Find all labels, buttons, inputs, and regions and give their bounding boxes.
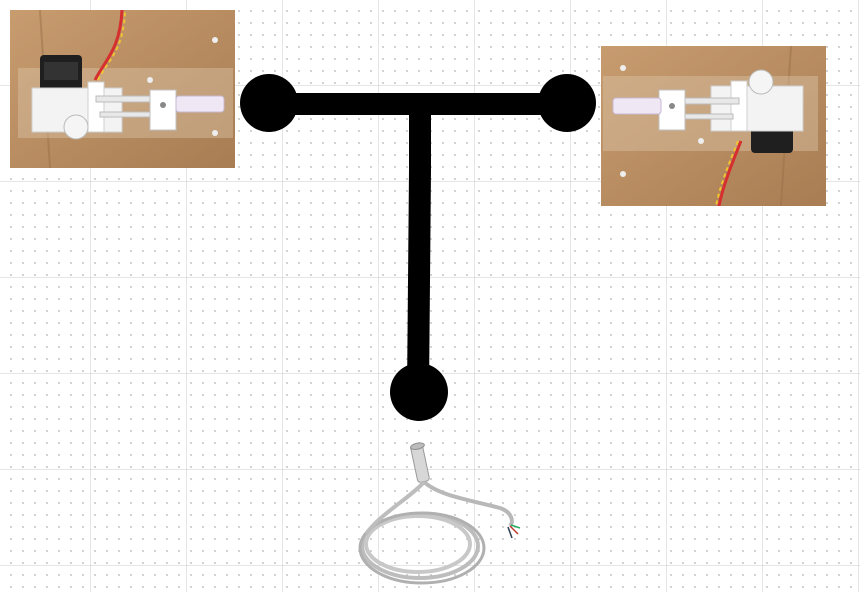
left-node xyxy=(240,74,298,132)
right-node xyxy=(538,74,596,132)
right-actuator-photo xyxy=(601,46,826,206)
vertical-connector-bar xyxy=(407,104,431,393)
linear-actuator-icon xyxy=(10,10,235,168)
linear-actuator-icon xyxy=(601,46,826,206)
bottom-node xyxy=(390,363,448,421)
cable-sensor-probe-icon xyxy=(358,442,521,585)
left-actuator-photo xyxy=(10,10,235,168)
